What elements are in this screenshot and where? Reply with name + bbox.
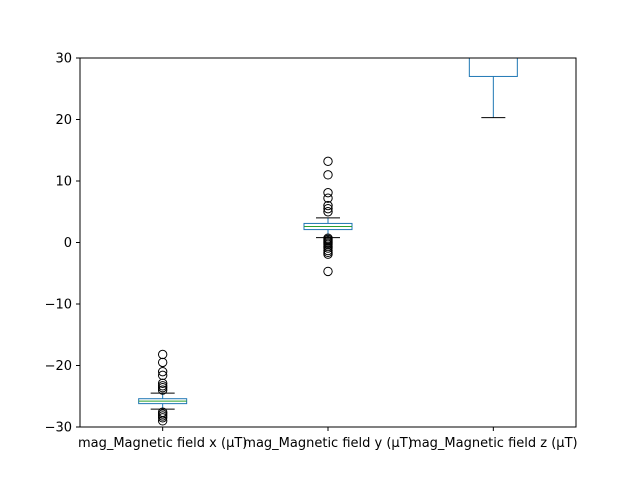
y-tick-label: 10 [55,175,72,190]
outlier-point [323,266,333,277]
y-tick-label: 0 [64,236,72,251]
y-tick-label: 30 [55,52,72,67]
x-tick-label: mag_Magnetic field x (µT) [78,436,247,451]
outlier-point [157,411,168,421]
y-tick-label: −20 [45,359,72,374]
outlier-point [323,170,333,180]
box-group-1 [138,349,188,426]
box-iqr [468,58,518,77]
y-tick-label: 20 [55,113,72,128]
outlier-point [323,187,333,198]
outlier-point [157,413,168,423]
outlier-point [157,357,168,368]
plot-area [138,58,518,426]
outlier-point [323,200,333,211]
outlier-point [157,416,168,426]
y-tick-label: −10 [45,298,72,313]
y-tick-label: −30 [45,421,72,436]
outlier-point [157,378,168,389]
outlier-point [157,385,168,395]
box-group-2 [303,156,353,277]
outlier-point [157,349,168,360]
outlier-point [323,193,333,203]
outlier-point [323,243,333,253]
outlier-point [323,249,333,259]
axes: −30 −20 −10 0 10 20 30 mag_Magnetic field x (µT… [45,52,578,452]
outlier-point [157,382,168,393]
box-group-3 [468,58,518,119]
x-tick-label: mag_Magnetic field z (µT) [409,436,578,451]
outlier-point [157,366,168,377]
outlier-point [157,370,168,381]
outlier-point [323,207,333,217]
outlier-point [323,203,333,214]
clipped-marks [138,58,518,426]
outlier-point [323,156,333,167]
x-tick-label: mag_Magnetic field y (µT) [243,436,412,451]
